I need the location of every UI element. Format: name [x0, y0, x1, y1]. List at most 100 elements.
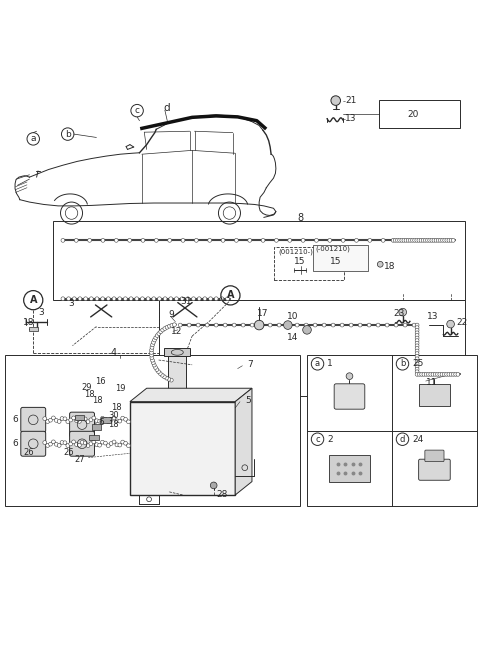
Circle shape [391, 238, 395, 242]
Circle shape [394, 238, 397, 242]
Circle shape [84, 297, 87, 300]
Text: 27: 27 [75, 455, 85, 464]
Circle shape [63, 441, 67, 445]
Bar [89, 435, 99, 440]
Circle shape [277, 323, 281, 327]
Circle shape [406, 238, 410, 242]
Circle shape [275, 238, 278, 242]
Circle shape [153, 338, 156, 342]
Circle shape [449, 372, 453, 376]
Text: 13: 13 [345, 114, 357, 123]
Circle shape [447, 238, 451, 242]
Circle shape [456, 372, 460, 376]
Circle shape [427, 372, 431, 376]
Circle shape [86, 443, 90, 447]
Circle shape [447, 372, 451, 376]
Circle shape [428, 238, 432, 242]
Text: 18: 18 [108, 420, 119, 429]
Circle shape [314, 238, 318, 242]
Circle shape [57, 420, 61, 423]
FancyBboxPatch shape [334, 384, 365, 409]
Text: 13: 13 [427, 312, 438, 321]
Circle shape [101, 417, 104, 420]
Bar [101, 417, 111, 422]
Circle shape [170, 323, 174, 327]
Text: 19: 19 [116, 384, 126, 393]
Circle shape [155, 368, 159, 372]
Circle shape [241, 323, 245, 327]
Circle shape [415, 238, 419, 242]
Circle shape [80, 417, 84, 421]
Text: b: b [400, 359, 405, 368]
Bar [379, 100, 460, 128]
Circle shape [66, 420, 70, 424]
Text: 18: 18 [384, 262, 395, 271]
Text: 14: 14 [287, 332, 298, 342]
Text: 8: 8 [298, 213, 303, 223]
Circle shape [250, 323, 254, 327]
Circle shape [155, 238, 158, 242]
Circle shape [403, 323, 407, 327]
Circle shape [83, 417, 87, 421]
Circle shape [72, 440, 75, 444]
Circle shape [438, 238, 442, 242]
Circle shape [135, 297, 139, 300]
Bar [5, 355, 300, 506]
Circle shape [415, 331, 419, 335]
Text: 2: 2 [327, 435, 333, 443]
Circle shape [124, 441, 128, 445]
Circle shape [172, 323, 176, 326]
Circle shape [415, 359, 419, 363]
Circle shape [432, 238, 436, 242]
Circle shape [69, 418, 72, 422]
Text: 1: 1 [327, 359, 333, 368]
Circle shape [154, 366, 157, 370]
Circle shape [303, 326, 312, 334]
Text: 23: 23 [393, 309, 405, 318]
Text: 4: 4 [111, 348, 117, 358]
Circle shape [98, 443, 101, 447]
Circle shape [128, 238, 132, 242]
Circle shape [107, 444, 110, 447]
Circle shape [367, 323, 371, 327]
Circle shape [422, 372, 426, 376]
Circle shape [415, 362, 419, 366]
Circle shape [114, 238, 118, 242]
FancyBboxPatch shape [425, 450, 444, 462]
Text: 9: 9 [168, 310, 174, 319]
Text: 6: 6 [12, 415, 18, 424]
FancyBboxPatch shape [21, 432, 46, 456]
Circle shape [159, 330, 163, 334]
Circle shape [415, 357, 419, 360]
Circle shape [83, 441, 87, 445]
Circle shape [214, 323, 218, 327]
Circle shape [433, 372, 437, 376]
Circle shape [313, 323, 317, 327]
Circle shape [248, 238, 252, 242]
Circle shape [123, 297, 127, 300]
Circle shape [223, 323, 227, 327]
Circle shape [109, 418, 113, 422]
Circle shape [121, 440, 125, 444]
Circle shape [77, 419, 81, 423]
Circle shape [157, 297, 161, 300]
Circle shape [54, 419, 58, 422]
Circle shape [54, 442, 58, 446]
Circle shape [72, 416, 75, 420]
Text: 21: 21 [345, 96, 357, 105]
Circle shape [328, 238, 332, 242]
Circle shape [415, 364, 419, 368]
FancyBboxPatch shape [21, 407, 46, 432]
Circle shape [340, 323, 344, 327]
Circle shape [358, 323, 362, 327]
Circle shape [436, 238, 440, 242]
Text: 3: 3 [38, 308, 44, 317]
Text: 12: 12 [170, 326, 182, 336]
Circle shape [72, 297, 76, 300]
Circle shape [355, 238, 359, 242]
FancyBboxPatch shape [70, 432, 95, 456]
Circle shape [60, 417, 64, 421]
Circle shape [404, 238, 408, 242]
Circle shape [415, 339, 419, 343]
Circle shape [112, 297, 116, 300]
